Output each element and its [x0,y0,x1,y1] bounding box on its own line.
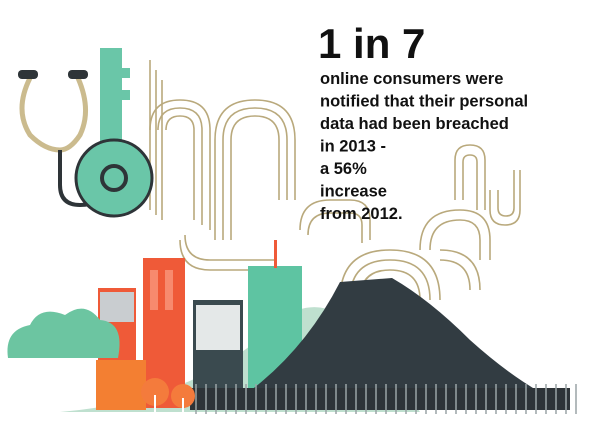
trees-part [171,384,195,408]
circuit-lines-part [439,249,481,291]
circuit-lines-part [489,170,521,226]
buildings-part [274,240,277,268]
trees [141,378,195,413]
headline-line: from 2012. [320,205,403,223]
circuit-lines-part [454,144,486,210]
cloud [7,308,120,358]
stethoscope-part [68,70,88,79]
circuit-lines [149,60,521,301]
headline-stat: 1 in 7 [318,20,425,67]
headline: 1 in 7 online consumers were notified tha… [318,20,528,223]
circuit-lines-part [419,209,491,260]
circuit-lines-part [149,60,163,220]
buildings-part [100,292,134,322]
mountain-part [230,278,565,405]
stethoscope-part [18,70,38,79]
headline-line: online consumers were [320,70,503,88]
railway-part [190,388,570,410]
circuit-lines-part [299,199,371,243]
buildings-part [96,360,146,410]
trees-part [141,378,169,406]
key-part [100,48,130,150]
headline-line: increase [320,183,387,201]
trees-part [182,398,184,413]
key-part [100,164,128,192]
buildings-part [165,270,173,310]
circuit-lines-part [149,99,211,230]
buildings-part [150,270,158,310]
railway [190,384,577,414]
circuit-lines-part [179,234,275,271]
buildings-part [196,305,240,350]
headline-line: a 56% [320,160,367,178]
railway-part [195,384,577,414]
trees-part [154,395,156,413]
headline-line: in 2013 - [320,138,386,156]
headline-line: data had been breached [320,115,509,133]
mountain [230,278,565,405]
stethoscope-part [19,76,88,153]
circuit-lines-part [214,99,296,240]
cloud-part [7,308,120,358]
key [74,48,154,218]
headline-line: notified that their personal [320,93,528,111]
